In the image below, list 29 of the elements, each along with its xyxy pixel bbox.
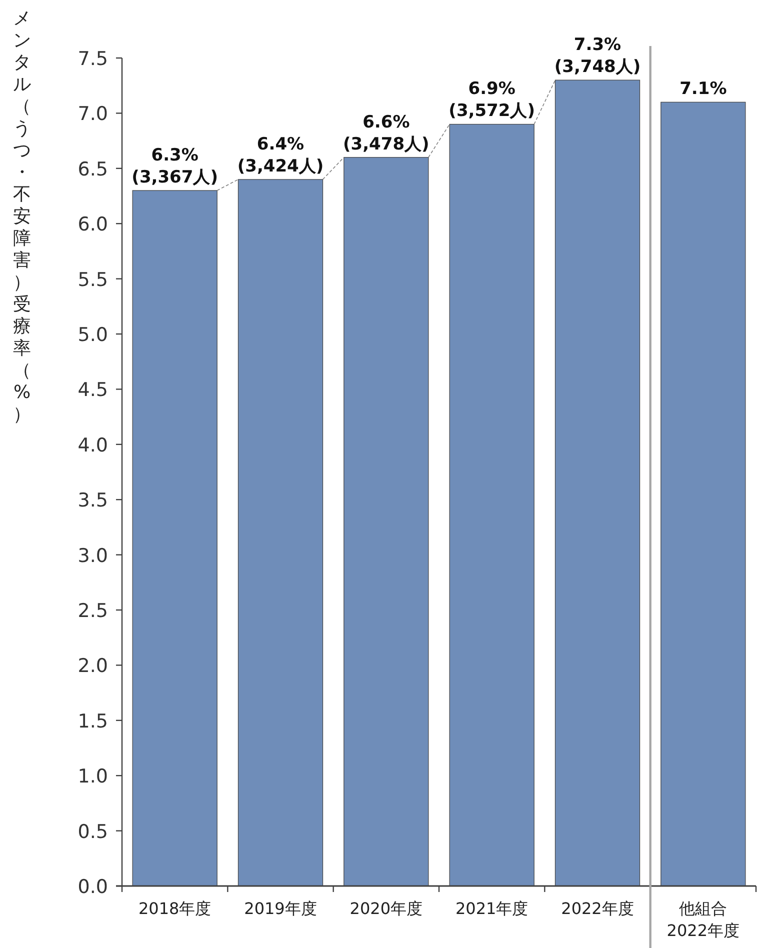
data-label: 7.3% (3,748人) [554, 35, 641, 78]
y-tick-label: 6.5 [78, 158, 108, 180]
y-tick-label: 0.0 [78, 876, 108, 898]
y-tick-label: 7.0 [78, 103, 108, 126]
y-tick-label: 0.5 [78, 820, 108, 843]
y-tick-label: 5.0 [78, 324, 108, 346]
x-tick-label: 他組合 2022年度 [666, 899, 740, 940]
x-tick-label: 2022年度 [561, 899, 634, 918]
x-tick-label: 2020年度 [350, 899, 423, 918]
x-tick-label: 2018年度 [138, 899, 212, 918]
y-tick-label: 3.0 [78, 544, 108, 567]
y-tick-label: 3.5 [78, 490, 108, 512]
x-tick-label: 2021年度 [455, 899, 528, 918]
y-tick-label: 1.0 [78, 766, 108, 788]
y-tick-label: 5.5 [78, 268, 108, 291]
text: メンタル（うつ・不安障害）受療率（%） [13, 8, 31, 425]
y-tick-label: 7.5 [78, 48, 108, 70]
y-tick-label: 6.0 [78, 214, 108, 236]
data-label: 6.9% (3,572人) [448, 79, 535, 122]
y-tick-label: 4.5 [78, 379, 108, 402]
y-tick-label: 4.0 [78, 434, 108, 456]
y-tick-label: 2.5 [78, 600, 108, 622]
data-label: 6.6% (3,478人) [343, 112, 430, 154]
y-tick-label: 1.5 [78, 710, 108, 732]
x-tick-label: 2019年度 [244, 899, 317, 918]
y-tick-label: 2.0 [78, 655, 108, 678]
data-label: 6.4% (3,424人) [237, 134, 324, 176]
data-label: 7.1% [680, 79, 727, 100]
data-label: 6.3% (3,367人) [132, 145, 218, 188]
